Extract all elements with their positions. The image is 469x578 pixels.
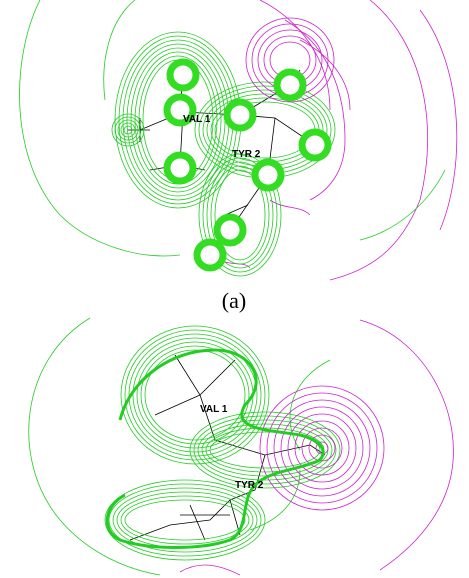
- residue-label: VAL 1: [200, 404, 228, 415]
- atom-contour: [227, 102, 253, 128]
- figure: VAL 1 TYR 2 (a) VAL 1 TYR 2: [0, 0, 469, 578]
- contour: [109, 484, 261, 556]
- panel-caption: (a): [222, 288, 246, 313]
- atom-contour: [255, 162, 281, 188]
- contour: [121, 496, 249, 544]
- residue-label: TYR 2: [235, 480, 264, 491]
- atom-contour: [167, 155, 193, 181]
- atom-contour: [302, 132, 328, 158]
- contour: [125, 500, 245, 540]
- contour: [137, 342, 253, 448]
- contour: [145, 350, 245, 440]
- residue-label: VAL 1: [183, 114, 211, 125]
- atom-contour: [197, 242, 223, 268]
- residue-label: TYR 2: [232, 149, 261, 160]
- atom-contour: [277, 72, 303, 98]
- contour: [141, 346, 249, 444]
- molecule-b: [130, 355, 325, 540]
- atom-contour: [170, 62, 196, 88]
- atom-contour: [217, 217, 243, 243]
- contour: [125, 330, 265, 460]
